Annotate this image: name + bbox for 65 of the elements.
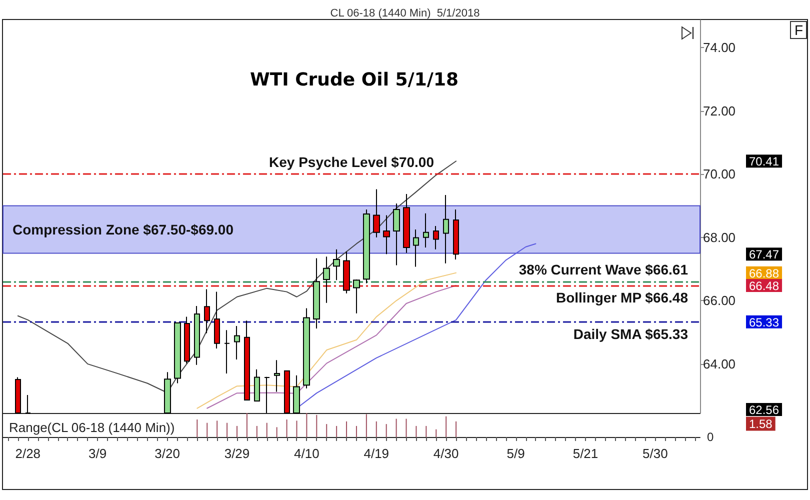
candlestick	[274, 360, 280, 392]
y-tick-label: 68.00	[703, 230, 736, 245]
candlestick	[284, 370, 290, 414]
ref-line-label: Key Psyche Level $70.00	[268, 154, 434, 170]
x-tick-label: 4/19	[364, 446, 390, 461]
candlestick	[413, 228, 419, 268]
candlestick	[363, 209, 370, 284]
y-tick-label: 72.00	[703, 103, 736, 118]
ref-line-label: 38% Current Wave $66.61	[518, 261, 688, 278]
candlestick	[443, 194, 449, 264]
x-tick-label: 5/21	[572, 446, 598, 461]
x-tick-label: 3/20	[154, 446, 180, 461]
candlestick	[343, 251, 350, 294]
y2-tick-label: 67.47	[749, 248, 780, 262]
y-tick-label: 66.00	[703, 293, 736, 308]
candlestick	[433, 225, 439, 250]
candlestick	[234, 325, 240, 360]
y2-tick-label: 62.56	[749, 403, 780, 418]
candlestick	[303, 308, 310, 389]
y-tick-label: 70.00	[703, 166, 736, 182]
y2-tick-label: 66.48	[749, 278, 780, 293]
candlestick	[194, 306, 200, 366]
y2-tick-label: 66.88	[749, 266, 780, 280]
candlestick	[15, 376, 21, 414]
candlestick	[293, 374, 300, 414]
text: Range(CL 06-18 (1440 Min))	[9, 420, 175, 435]
candlestick	[254, 368, 260, 402]
candlestick	[164, 372, 171, 414]
x-tick-label: 4/10	[294, 446, 320, 461]
text: WTI Crude Oil 5/1/18	[250, 70, 459, 90]
chart-subtitle: CL 06-18 (1440 Min) 5/1/2018	[330, 8, 480, 20]
candlestick	[174, 322, 181, 384]
x-tick-label: 2/28	[15, 446, 41, 461]
candlestick	[184, 316, 190, 364]
candlestick	[383, 214, 390, 255]
candlestick	[333, 248, 340, 281]
candlestick	[244, 320, 250, 401]
x-tick-label: 5/30	[642, 446, 668, 461]
candlestick	[224, 330, 230, 374]
ref-line-label: Daily SMA $65.33	[573, 326, 688, 342]
text: 0	[707, 430, 714, 444]
x-tick-label: 3/9	[88, 446, 107, 461]
y2-tick-label: 65.33	[749, 315, 780, 330]
y-tick-label: 64.00	[703, 356, 736, 372]
candlestick	[313, 258, 320, 330]
band-label: Compression Zone $67.50-$69.00	[12, 221, 234, 238]
x-tick-label: 3/29	[224, 446, 250, 461]
candlestick	[204, 288, 210, 334]
candlestick	[393, 203, 400, 266]
y2-tick-label: 70.41	[749, 154, 780, 169]
text: 1.58	[749, 416, 773, 431]
candlestick	[403, 194, 410, 254]
candlestick	[25, 394, 31, 414]
candlestick	[453, 209, 459, 260]
candlestick	[373, 188, 380, 238]
ref-line-label: Bollinger MP $66.48	[556, 289, 688, 306]
candlestick	[323, 256, 330, 304]
x-tick-label: 4/30	[433, 446, 459, 461]
x-tick-label: 5/9	[506, 446, 525, 461]
y-tick-label: 74.00	[703, 40, 736, 56]
candlestick	[264, 376, 270, 414]
candlestick	[353, 278, 360, 314]
f-button: F	[790, 21, 807, 39]
candlestick	[423, 212, 429, 248]
candlestick	[214, 291, 220, 349]
